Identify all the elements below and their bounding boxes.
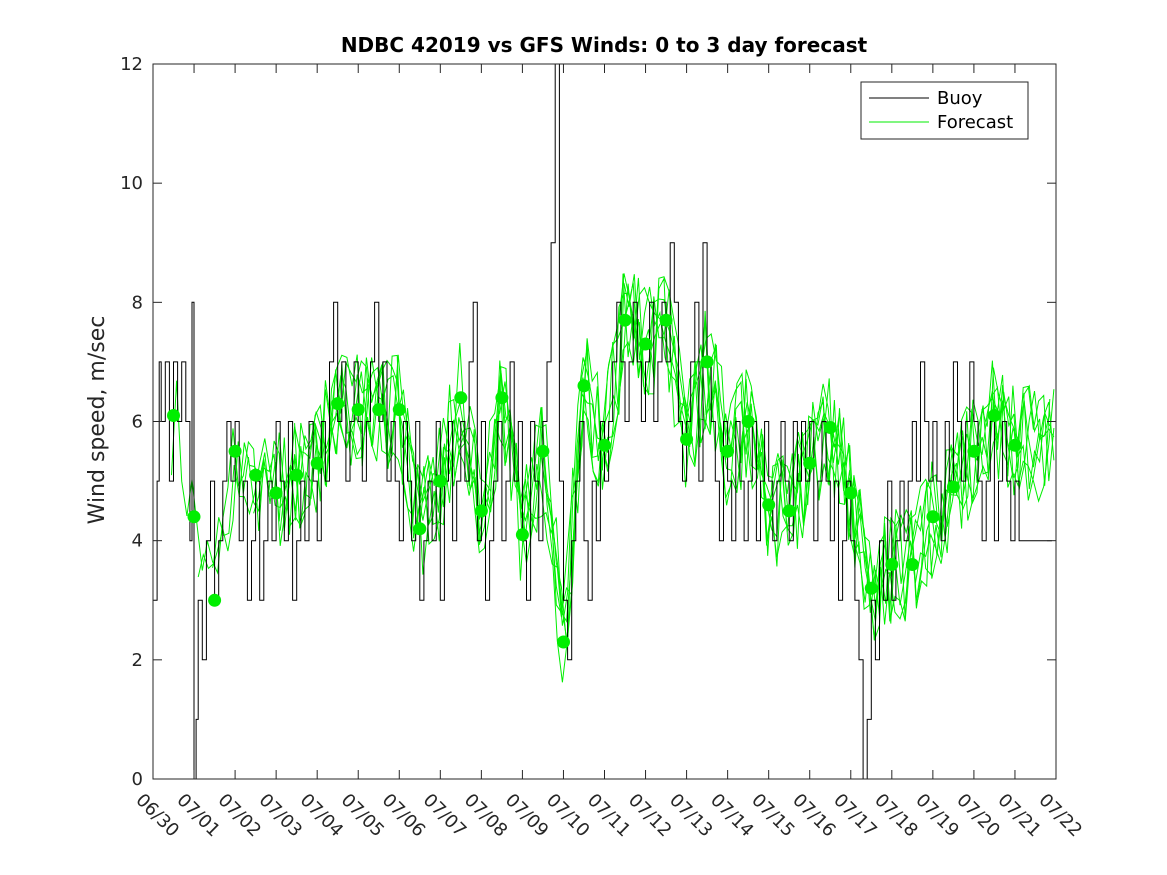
forecast-marker: [433, 474, 447, 488]
forecast-line: [212, 276, 1055, 643]
forecast-marker: [269, 486, 283, 500]
y-axis-label: Wind speed, m/sec: [85, 316, 110, 525]
legend: Buoy Forecast: [860, 81, 1029, 140]
forecast-line: [294, 277, 1055, 641]
forecast-marker: [823, 421, 837, 434]
forecast-marker: [310, 456, 324, 470]
y-tick-label: 12: [120, 54, 143, 75]
forecast-marker: [536, 444, 550, 458]
forecast-marker: [741, 415, 755, 428]
forecast-marker: [454, 391, 468, 405]
forecast-marker: [905, 558, 919, 571]
forecast-marker: [782, 504, 796, 518]
forecast-marker: [167, 409, 180, 422]
forecast-marker: [331, 397, 345, 411]
forecast-marker: [618, 313, 632, 327]
y-tick-label: 0: [132, 769, 143, 790]
forecast-marker: [392, 403, 406, 417]
forecast-marker: [577, 379, 591, 393]
forecast-markers: [167, 313, 1022, 649]
forecast-marker: [557, 635, 570, 649]
forecast-marker: [639, 337, 652, 351]
forecast-marker: [228, 444, 242, 458]
forecast-marker: [762, 498, 776, 512]
forecast-marker: [474, 504, 488, 518]
forecast-marker: [946, 480, 960, 494]
forecast-marker: [700, 355, 714, 369]
forecast-marker: [721, 444, 735, 458]
forecast-marker: [351, 403, 365, 417]
forecast-marker: [926, 510, 940, 524]
forecast-marker: [290, 468, 304, 482]
forecast-marker: [987, 409, 1001, 422]
legend-buoy-label: Buoy: [937, 88, 983, 109]
forecast-marker: [844, 486, 858, 500]
legend-forecast-label: Forecast: [937, 112, 1013, 133]
y-tick-label: 2: [132, 650, 143, 671]
forecast-marker: [803, 456, 817, 470]
forecast-marker: [515, 528, 529, 542]
forecast-marker: [372, 403, 386, 417]
forecast-marker: [413, 522, 427, 536]
forecast-marker: [967, 444, 981, 458]
forecast-marker: [249, 468, 263, 482]
y-tick-label: 4: [132, 531, 143, 552]
forecast-marker: [885, 558, 899, 571]
y-tick-label: 10: [120, 173, 143, 194]
legend-box: [860, 81, 1029, 140]
forecast-marker: [187, 510, 201, 524]
forecast-marker: [680, 432, 694, 446]
forecast-marker: [1008, 438, 1022, 452]
forecast-marker: [208, 593, 222, 607]
y-tick-label: 6: [132, 412, 143, 433]
forecast-marker: [598, 438, 611, 452]
forecast-marker: [495, 391, 509, 405]
forecast-marker: [659, 313, 673, 327]
forecast-marker: [864, 581, 878, 595]
y-tick-label: 8: [132, 292, 143, 313]
chart-title: NDBC 42019 vs GFS Winds: 0 to 3 day fore…: [341, 33, 868, 57]
